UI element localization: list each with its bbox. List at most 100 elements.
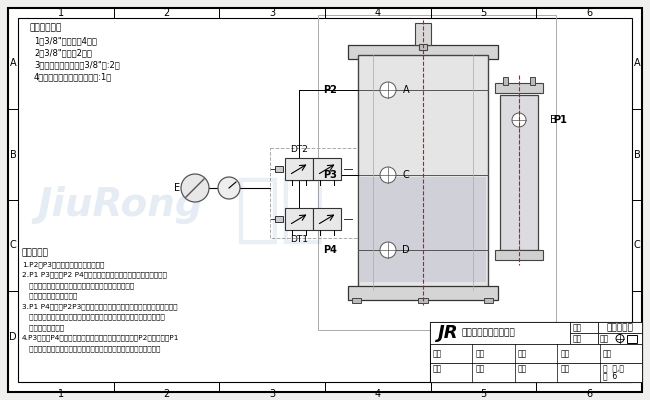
Bar [430,363,642,382]
Bar [598,322,642,333]
Text: 6: 6 [586,389,592,399]
Text: 页  6: 页 6 [603,371,617,380]
Text: 2：3/8"消声器2个；: 2：3/8"消声器2个； [34,48,92,57]
Bar [285,158,313,180]
Bar [495,83,543,93]
Text: C: C [402,170,410,180]
Text: 批准: 批准 [475,349,485,358]
Text: D: D [402,245,410,255]
Text: 3: 3 [269,8,275,18]
Bar [348,286,498,300]
Bar [285,208,313,230]
Text: JiuRong: JiuRong [37,186,203,224]
Bar [418,298,428,303]
Bar [352,298,361,303]
Bar [358,55,488,290]
Circle shape [181,174,209,202]
Text: 1：3/8"快速接头4个；: 1：3/8"快速接头4个； [34,36,97,45]
Text: 设计: 设计 [433,349,442,358]
Text: 2: 2 [163,8,170,18]
Text: D: D [633,332,641,342]
Text: 板本: 板本 [433,365,442,374]
Text: B: B [634,150,640,160]
Text: 比例: 比例 [603,349,612,358]
Text: 动作程序：: 动作程序： [22,248,49,257]
Text: 5: 5 [480,8,487,18]
Text: 图号: 图号 [518,349,527,358]
Bar [348,45,498,59]
Bar [500,95,538,250]
Text: 4.P3进气，P4排气，增压活塞回升，增压活塞到位后，P2气口进气，P1: 4.P3进气，P4排气，增压活塞回升，增压活塞到位后，P2气口进气，P1 [22,334,179,341]
Text: 4: 4 [375,389,381,399]
Text: P4: P4 [323,245,337,255]
Bar [570,333,598,344]
Text: B: B [550,115,556,125]
Bar [530,77,535,85]
Text: 3：二位五通电磁阀（3/8"）:2个: 3：二位五通电磁阀（3/8"）:2个 [34,60,120,69]
Text: 2: 2 [163,389,170,399]
Text: 1: 1 [58,389,64,399]
Bar [495,250,543,260]
Text: 3: 3 [269,389,275,399]
Text: 4: 4 [375,8,381,18]
Text: 辅随的模具低速到工作；: 辅随的模具低速到工作； [22,292,77,299]
Bar [570,322,598,333]
Bar [275,166,283,172]
Text: 日期: 日期 [518,365,527,374]
Text: DT1: DT1 [290,235,308,244]
Circle shape [616,334,624,342]
Text: 1: 1 [58,8,64,18]
Text: 名称: 名称 [573,323,582,332]
Text: 台湾玖容实业有限公司: 台湾玖容实业有限公司 [462,328,515,338]
Text: 表面，液压油推动预压腔活塞杆位移，并使预压控首杆: 表面，液压油推动预压腔活塞杆位移，并使预压控首杆 [22,282,134,289]
Text: DT2: DT2 [290,145,308,154]
Text: 2.P1 P3通气，P2 P4排气，压缩空气作用在增加油箱内的液压油: 2.P1 P3通气，P2 P4排气，压缩空气作用在增加油箱内的液压油 [22,272,167,278]
Text: 5: 5 [480,389,487,399]
Text: 1.P2、P3通气，此时缸处于回开状态: 1.P2、P3通气，此时缸处于回开状态 [22,261,105,268]
Bar [430,322,570,344]
Text: B: B [10,150,16,160]
Bar [430,344,642,363]
Bar [318,15,556,330]
Text: 3.P1 P4通气，P2P3排气，压缩空气作用在增压活塞作位移去排压预压: 3.P1 P4通气，P2P3排气，压缩空气作用在增压活塞作位移去排压预压 [22,303,177,310]
Circle shape [512,113,526,127]
Text: 审核: 审核 [475,365,485,374]
Bar [313,208,341,230]
Bar [430,322,642,382]
Bar [484,298,493,303]
Bar [275,216,283,222]
Circle shape [380,242,396,258]
Text: JR: JR [438,324,459,342]
Circle shape [380,167,396,183]
Bar [419,44,427,50]
Text: E: E [174,183,180,193]
Text: C: C [634,240,640,250]
Text: P3: P3 [323,170,337,180]
Circle shape [380,82,396,98]
Bar [360,177,486,282]
Circle shape [218,177,240,199]
Text: 共  页,第: 共 页,第 [603,365,623,374]
Text: 视角: 视角 [600,334,609,343]
Text: D: D [9,332,17,342]
Text: 厂商: 厂商 [560,365,569,374]
Text: 去排压成型工作。: 去排压成型工作。 [22,324,64,331]
Bar [503,77,508,85]
Bar [313,158,341,180]
Text: 材料: 材料 [573,334,582,343]
Bar [270,148,400,238]
Text: 增压缸配件：: 增压缸配件： [30,23,62,32]
Text: 4：空气处理组合（三联件）:1个: 4：空气处理组合（三联件）:1个 [34,72,112,81]
Text: 玖容: 玖容 [234,173,326,247]
Bar [598,333,642,344]
Bar [415,23,431,45]
Text: 6: 6 [586,8,592,18]
Text: A: A [403,85,410,95]
Text: C: C [10,240,16,250]
Text: A: A [634,58,640,68]
Text: 气路连接图: 气路连接图 [606,323,634,332]
Text: 排气预压活塞回位，液压油回到储油箱内，此时一个动作循环完成！: 排气预压活塞回位，液压油回到储油箱内，此时一个动作循环完成！ [22,345,161,352]
Bar [627,334,637,342]
Text: P1: P1 [553,115,567,125]
Text: P2: P2 [323,85,337,95]
